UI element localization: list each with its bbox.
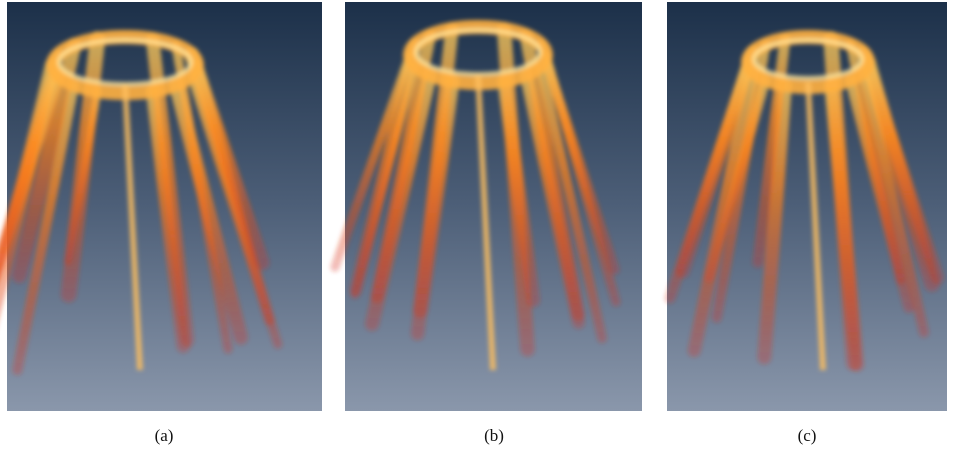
- render-image: [0, 2, 322, 411]
- figure-canvas: (a) (b) (c): [0, 0, 953, 451]
- caption: (a): [155, 426, 174, 445]
- figure: (a) (b) (c): [0, 0, 953, 451]
- caption: (b): [484, 426, 504, 445]
- render-image: [335, 2, 642, 411]
- caption: (c): [798, 426, 817, 445]
- render-image: [667, 2, 947, 411]
